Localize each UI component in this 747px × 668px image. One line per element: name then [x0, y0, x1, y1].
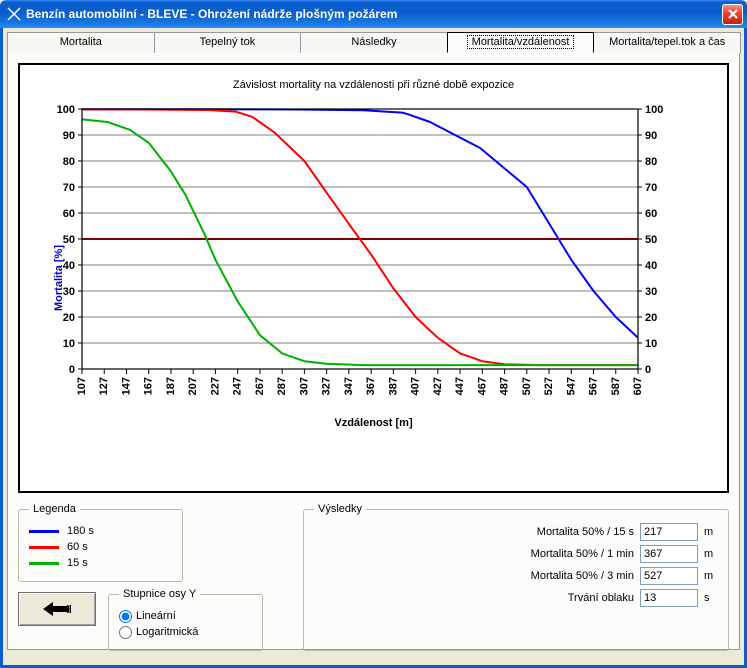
- svg-text:90: 90: [63, 130, 75, 142]
- svg-text:80: 80: [63, 156, 75, 168]
- svg-text:70: 70: [63, 182, 75, 194]
- svg-text:207: 207: [187, 377, 199, 395]
- legend-item-180s: 180 s: [29, 523, 172, 539]
- svg-text:267: 267: [254, 377, 266, 395]
- bottom-row: Legenda 180 s 60 s 15 s: [18, 503, 729, 651]
- svg-text:327: 327: [321, 377, 333, 395]
- radio-log[interactable]: Logaritmická: [119, 624, 252, 640]
- close-button[interactable]: [722, 4, 743, 25]
- tab-nasledky[interactable]: Následky: [300, 32, 448, 53]
- svg-text:467: 467: [476, 377, 488, 395]
- svg-text:20: 20: [63, 312, 75, 324]
- svg-text:367: 367: [365, 377, 377, 395]
- svg-text:107: 107: [76, 377, 88, 395]
- result-value-15s[interactable]: [640, 523, 698, 541]
- svg-text:10: 10: [645, 338, 657, 350]
- svg-text:147: 147: [120, 377, 132, 395]
- legend-fieldset: Legenda 180 s 60 s 15 s: [18, 503, 183, 582]
- legend-item-15s: 15 s: [29, 555, 172, 571]
- chart-area: Mortalita [%] 00101020203030404050506060…: [40, 103, 707, 453]
- x-axis-label: Vzdálenost [m]: [40, 417, 707, 429]
- svg-text:0: 0: [645, 364, 651, 376]
- result-row-15s: Mortalita 50% / 15 s m: [314, 523, 718, 541]
- svg-text:387: 387: [387, 377, 399, 395]
- chart-frame: Závislost mortality na vzdálenosti při r…: [18, 63, 729, 493]
- svg-text:507: 507: [521, 377, 533, 395]
- result-value-cloud[interactable]: [640, 589, 698, 607]
- legend-swatch: [29, 562, 59, 565]
- result-unit: s: [704, 592, 718, 604]
- svg-text:60: 60: [645, 208, 657, 220]
- radio-linear[interactable]: Lineární: [119, 608, 252, 624]
- svg-text:347: 347: [343, 377, 355, 395]
- y-axis-label: Mortalita [%]: [53, 245, 65, 311]
- result-row-1min: Mortalita 50% / 1 min m: [314, 545, 718, 563]
- svg-text:50: 50: [645, 234, 657, 246]
- svg-text:167: 167: [143, 377, 155, 395]
- chart-title: Závislost mortality na vzdálenosti při r…: [40, 79, 707, 91]
- result-value-3min[interactable]: [640, 567, 698, 585]
- back-button[interactable]: [18, 592, 96, 626]
- result-unit: m: [704, 570, 718, 582]
- results-fieldset: Výsledky Mortalita 50% / 15 s m Mortalit…: [303, 503, 729, 651]
- svg-text:487: 487: [499, 377, 511, 395]
- svg-text:287: 287: [276, 377, 288, 395]
- legend-swatch: [29, 546, 59, 549]
- svg-text:20: 20: [645, 312, 657, 324]
- svg-text:447: 447: [454, 377, 466, 395]
- legend-swatch: [29, 530, 59, 533]
- legend-item-60s: 60 s: [29, 539, 172, 555]
- svg-text:527: 527: [543, 377, 555, 395]
- svg-text:127: 127: [98, 377, 110, 395]
- svg-text:10: 10: [63, 338, 75, 350]
- svg-text:0: 0: [69, 364, 75, 376]
- chart-svg: 0010102020303040405050606070708080909010…: [40, 103, 680, 413]
- svg-text:187: 187: [165, 377, 177, 395]
- result-label: Mortalita 50% / 3 min: [514, 571, 634, 582]
- svg-text:607: 607: [632, 377, 644, 395]
- tab-mortalita-vzdalenost[interactable]: Mortalita/vzdálenost: [447, 32, 595, 53]
- result-unit: m: [704, 548, 718, 560]
- result-row-3min: Mortalita 50% / 3 min m: [314, 567, 718, 585]
- result-label: Mortalita 50% / 1 min: [514, 549, 634, 560]
- svg-text:60: 60: [63, 208, 75, 220]
- svg-text:247: 247: [232, 377, 244, 395]
- svg-text:567: 567: [588, 377, 600, 395]
- close-icon: [728, 9, 738, 19]
- result-label: Mortalita 50% / 15 s: [514, 527, 634, 538]
- legend-title: Legenda: [29, 503, 80, 515]
- result-label: Trvání oblaku: [514, 593, 634, 604]
- tab-mortalita-tepel[interactable]: Mortalita/tepel.tok a čas: [593, 32, 741, 53]
- svg-text:407: 407: [410, 377, 422, 395]
- scale-fieldset: Stupnice osy Y Lineární Logaritmická: [108, 588, 263, 651]
- result-unit: m: [704, 526, 718, 538]
- tab-bar: Mortalita Tepelný tok Následky Mortalita…: [7, 32, 740, 53]
- svg-text:40: 40: [645, 260, 657, 272]
- window-body: Mortalita Tepelný tok Následky Mortalita…: [0, 28, 747, 668]
- svg-text:70: 70: [645, 182, 657, 194]
- svg-text:227: 227: [209, 377, 221, 395]
- svg-text:80: 80: [645, 156, 657, 168]
- result-row-cloud: Trvání oblaku s: [314, 589, 718, 607]
- results-title: Výsledky: [314, 503, 366, 515]
- svg-text:100: 100: [645, 104, 663, 116]
- scale-title: Stupnice osy Y: [119, 588, 200, 600]
- titlebar: Benzín automobilní - BLEVE - Ohrožení ná…: [0, 0, 747, 28]
- tab-panel: Závislost mortality na vzdálenosti při r…: [7, 52, 740, 650]
- svg-text:427: 427: [432, 377, 444, 395]
- radio-linear-input[interactable]: [119, 610, 132, 623]
- svg-text:547: 547: [565, 377, 577, 395]
- svg-text:100: 100: [57, 104, 75, 116]
- result-value-1min[interactable]: [640, 545, 698, 563]
- back-arrow-icon: [41, 600, 73, 618]
- window-title: Benzín automobilní - BLEVE - Ohrožení ná…: [26, 7, 722, 21]
- svg-text:90: 90: [645, 130, 657, 142]
- tab-tepelny-tok[interactable]: Tepelný tok: [154, 32, 302, 53]
- radio-log-input[interactable]: [119, 626, 132, 639]
- svg-text:307: 307: [298, 377, 310, 395]
- tab-mortalita[interactable]: Mortalita: [7, 32, 155, 53]
- svg-text:587: 587: [610, 377, 622, 395]
- app-icon: [6, 6, 22, 22]
- svg-text:30: 30: [645, 286, 657, 298]
